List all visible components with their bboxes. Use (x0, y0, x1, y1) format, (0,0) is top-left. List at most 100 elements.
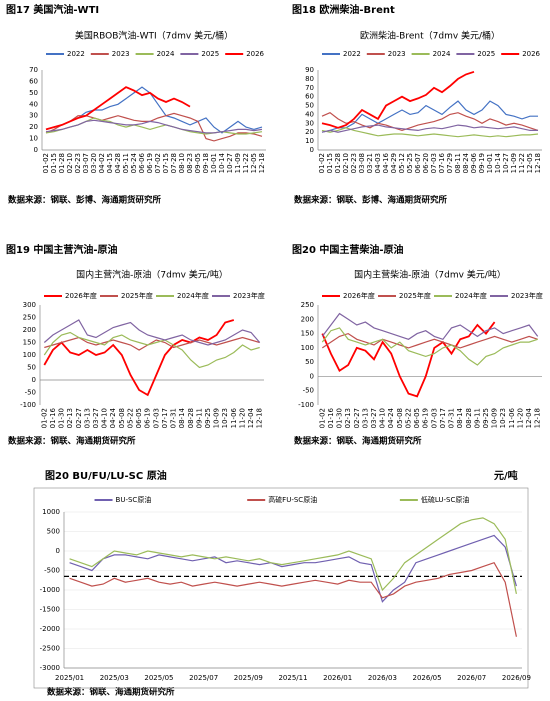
x-tick-label: 06-20 (422, 153, 430, 173)
x-tick-label: 02-27 (75, 408, 83, 428)
plot-frame (33, 487, 529, 689)
series-line (43, 331, 260, 369)
x-tick-label: 03-13 (83, 408, 91, 428)
figure-label: 图20 中国主营柴油-原油 (292, 243, 404, 256)
x-tick-label: 02-10 (342, 153, 350, 173)
x-tick-label: 06-19 (146, 153, 154, 173)
y-tick-label: 500 (47, 528, 60, 536)
x-tick-label: 10-27 (502, 153, 510, 173)
x-tick-label: 08-28 (465, 408, 473, 428)
y-tick-label: 0 (310, 146, 314, 154)
x-tick-label: 10-23 (221, 408, 229, 428)
x-tick-label: 03-27 (92, 408, 100, 428)
x-tick-label: 03-07 (82, 153, 90, 173)
x-tick-label: 10-01 (486, 153, 494, 173)
x-tick-label: 02-10 (66, 153, 74, 173)
x-tick-label: 11-20 (516, 408, 524, 428)
x-tick-label: 05-12 (398, 153, 406, 173)
legend-label: 2023 (112, 50, 130, 58)
x-tick-label: 04-29 (390, 153, 398, 173)
legend-label: 2024 (157, 50, 175, 58)
x-tick-label: 01-02 (40, 408, 48, 428)
y-tick-label: 0 (34, 146, 38, 154)
series-line (321, 332, 538, 349)
series-line (321, 124, 538, 133)
legend-label: 2024 (433, 50, 451, 58)
x-tick-label: 07-31 (170, 408, 178, 428)
y-tick-label: 70 (29, 66, 38, 74)
y-tick-label: 40 (305, 110, 314, 118)
x-tick-label: 07-31 (448, 408, 456, 428)
series-line (43, 319, 261, 346)
x-tick-label: 03-27 (370, 408, 378, 428)
y-tick-label: 30 (305, 119, 314, 127)
x-tick-label: 2025/09 (234, 674, 263, 682)
x-tick-label: 04-28 (114, 153, 122, 173)
x-tick-label: 12-18 (534, 408, 542, 428)
x-tick-label: 11-22 (242, 153, 250, 173)
legend-label: 2026 (246, 50, 264, 58)
x-tick-label: 12-18 (256, 408, 264, 428)
x-tick-label: 2025/01 (55, 674, 84, 682)
series-line (321, 100, 538, 133)
y-tick-label: -1500 (40, 606, 60, 614)
y-tick-label: 0 (32, 376, 36, 384)
y-tick-label: -50 (25, 389, 36, 397)
x-tick-label: 08-10 (178, 153, 186, 173)
x-tick-label: 04-24 (109, 407, 117, 428)
x-tick-label: 08-28 (187, 408, 195, 428)
x-tick-label: 05-25 (406, 153, 414, 173)
series-line (45, 112, 263, 142)
x-tick-label: 10-01 (210, 153, 218, 173)
x-tick-label: 07-17 (439, 408, 447, 428)
legend-label: 2023年度 (233, 291, 265, 300)
x-tick-label: 2026/07 (457, 674, 486, 682)
source-note: 数据来源：钢联、海通期货研究所 (294, 436, 422, 447)
x-tick-label: 07-03 (430, 408, 438, 428)
x-tick-label: 01-15 (326, 153, 334, 173)
x-tick-label: 2026/09 (502, 674, 531, 682)
legend-label: 2026年度 (343, 291, 375, 300)
series-line (45, 119, 263, 134)
legend-label: 2024年度 (455, 291, 487, 300)
y-tick-label: 0 (56, 547, 60, 555)
x-tick-label: 06-05 (413, 408, 421, 428)
x-tick-label: 2026/01 (323, 674, 352, 682)
x-tick-label: 07-16 (438, 152, 446, 173)
x-tick-label: 03-20 (90, 153, 98, 173)
x-tick-label: 05-22 (126, 408, 134, 428)
x-tick-label: 08-23 (186, 153, 194, 173)
x-tick-label: 05-08 (118, 408, 126, 428)
chart-title: 国内主营柴油-原油（7dmv 美元/吨） (354, 269, 506, 281)
series-line (69, 534, 517, 603)
x-tick-label: 02-23 (350, 153, 358, 173)
legend-label: 2026年度 (65, 291, 97, 300)
series-line (45, 117, 263, 135)
x-tick-label: 2025/03 (100, 674, 129, 682)
y-tick-label: 10 (29, 135, 38, 143)
x-tick-label: 09-25 (482, 408, 490, 428)
x-tick-label: 01-28 (58, 153, 66, 173)
x-tick-label: 06-19 (144, 408, 152, 428)
x-tick-label: 04-03 (374, 153, 382, 173)
x-tick-label: 07-29 (446, 153, 454, 173)
x-tick-label: 12-18 (258, 153, 266, 173)
x-tick-label: 07-02 (154, 153, 162, 173)
x-tick-label: 03-13 (361, 408, 369, 428)
x-tick-label: 08-14 (456, 407, 464, 428)
x-tick-label: 01-15 (50, 153, 58, 173)
x-tick-label: 04-10 (379, 408, 387, 428)
x-tick-label: 01-02 (318, 408, 326, 428)
series-line (321, 312, 539, 341)
source-note: 数据来源：钢联、海通期货研究所 (8, 436, 136, 447)
x-tick-label: 01-30 (58, 408, 66, 428)
y-tick-label: 0 (310, 372, 314, 380)
y-tick-label: 70 (305, 84, 314, 92)
y-tick-label: -3000 (40, 664, 60, 672)
series-line (321, 321, 496, 398)
legend-label: 高硫FU-SC原油 (268, 495, 317, 504)
x-tick-label: 09-19 (478, 153, 486, 173)
y-tick-label: -500 (44, 567, 60, 575)
x-tick-label: 11-09 (234, 153, 242, 173)
x-tick-label: 01-16 (327, 407, 335, 428)
